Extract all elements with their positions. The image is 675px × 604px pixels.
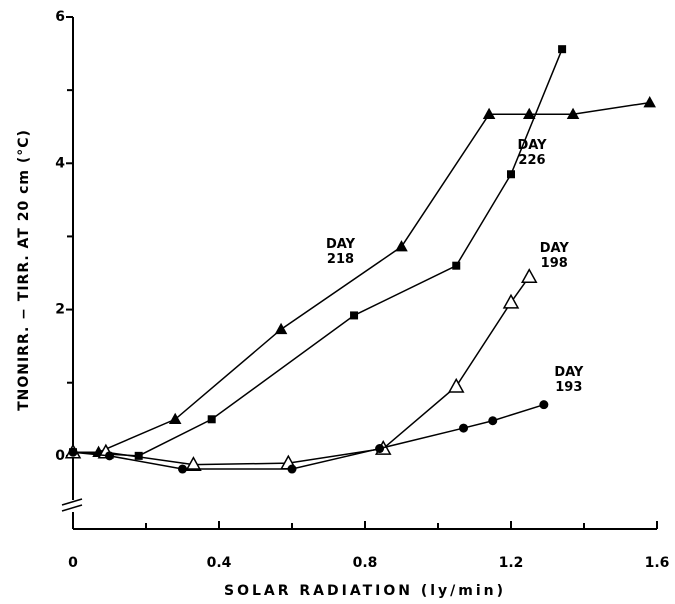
series-label: DAY 198 bbox=[539, 240, 569, 271]
series-label-text: DAY 193 bbox=[554, 364, 584, 395]
marker bbox=[482, 107, 496, 120]
marker bbox=[507, 170, 515, 179]
marker bbox=[502, 293, 520, 309]
series-line bbox=[72, 403, 545, 470]
marker bbox=[643, 96, 656, 108]
series-line bbox=[73, 276, 530, 466]
marker bbox=[488, 416, 498, 426]
marker bbox=[375, 444, 385, 454]
x-tick-label: 1.6 bbox=[645, 555, 670, 571]
y-tick-label: 4 bbox=[55, 155, 65, 171]
marker bbox=[566, 107, 580, 120]
marker bbox=[539, 400, 549, 410]
series-label-text: DAY 218 bbox=[325, 236, 356, 267]
marker bbox=[68, 447, 78, 457]
series-label-text: DAY 226 bbox=[517, 138, 547, 169]
axis-break bbox=[61, 498, 83, 512]
series-label-text: DAY 198 bbox=[539, 240, 569, 271]
marker bbox=[105, 451, 114, 461]
marker bbox=[274, 322, 288, 335]
marker bbox=[395, 240, 408, 252]
marker bbox=[207, 415, 216, 424]
marker bbox=[185, 456, 202, 471]
marker bbox=[520, 268, 538, 284]
x-tick-label: 1.2 bbox=[499, 555, 524, 571]
marker bbox=[558, 45, 567, 54]
x-tick-label: 0.8 bbox=[353, 555, 378, 571]
marker bbox=[134, 451, 143, 460]
marker bbox=[447, 377, 465, 393]
x-axis-label: SOLAR RADIATION (ly/min) bbox=[224, 583, 506, 599]
marker bbox=[178, 464, 187, 474]
y-tick-label: 0 bbox=[55, 448, 65, 464]
series-label: DAY 218 bbox=[325, 236, 356, 267]
marker bbox=[459, 423, 469, 433]
x-tick-label: 0 bbox=[68, 555, 78, 571]
y-tick-label: 6 bbox=[55, 9, 65, 25]
marker bbox=[287, 464, 297, 474]
x-tick-label: 0.4 bbox=[207, 555, 232, 571]
y-axis-label: TNONIRR. − TIRR. AT 20 cm (°C) bbox=[16, 129, 32, 411]
marker bbox=[350, 311, 359, 320]
marker bbox=[522, 107, 536, 120]
marker bbox=[168, 412, 182, 425]
marker bbox=[452, 261, 461, 270]
series-label: DAY 226 bbox=[517, 138, 547, 169]
series-label: DAY 193 bbox=[554, 364, 584, 395]
series-line bbox=[98, 101, 650, 453]
y-tick-label: 2 bbox=[55, 302, 65, 318]
